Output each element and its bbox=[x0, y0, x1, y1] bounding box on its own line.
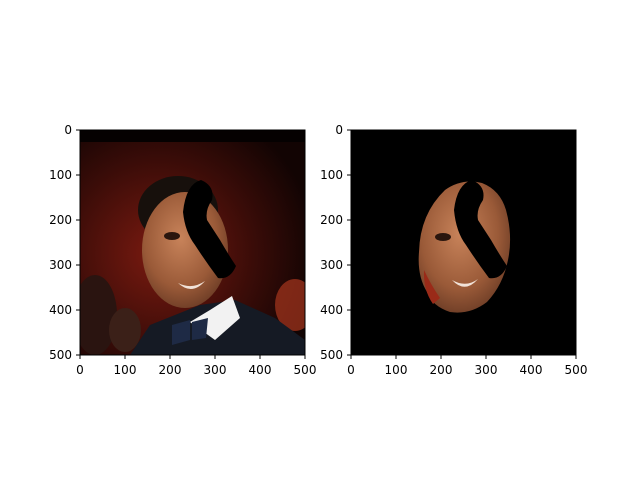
y-tick-label: 400 bbox=[320, 303, 343, 317]
x-tick-label: 500 bbox=[294, 363, 317, 377]
axes-frame bbox=[79, 129, 306, 356]
masked-face-panel: 0 100 200 300 400 500 0 100 200 300 400 500 bbox=[320, 123, 587, 377]
y-tick-label: 300 bbox=[320, 258, 343, 272]
y-tick-label: 300 bbox=[49, 258, 72, 272]
y-tick-label: 200 bbox=[49, 213, 72, 227]
axes-frame bbox=[350, 129, 577, 356]
x-tick-label: 100 bbox=[385, 363, 408, 377]
masked-image bbox=[351, 130, 576, 355]
x-tick-label: 100 bbox=[114, 363, 137, 377]
y-axis: 0 100 200 300 400 500 bbox=[320, 123, 351, 362]
x-tick-label: 200 bbox=[159, 363, 182, 377]
x-tick-label: 300 bbox=[204, 363, 227, 377]
y-axis: 0 100 200 300 400 500 bbox=[49, 123, 80, 362]
y-tick-label: 200 bbox=[320, 213, 343, 227]
x-tick-label: 400 bbox=[249, 363, 272, 377]
x-tick-label: 0 bbox=[76, 363, 84, 377]
x-tick-label: 300 bbox=[475, 363, 498, 377]
y-tick-label: 100 bbox=[320, 168, 343, 182]
original-image-panel: 0 100 200 300 400 500 0 100 200 300 400 500 bbox=[49, 123, 316, 377]
y-tick-label: 0 bbox=[64, 123, 72, 137]
x-tick-label: 200 bbox=[430, 363, 453, 377]
y-tick-label: 500 bbox=[49, 348, 72, 362]
x-axis: 0 100 200 300 400 500 bbox=[76, 355, 316, 377]
x-tick-label: 400 bbox=[520, 363, 543, 377]
photo-image bbox=[80, 130, 305, 355]
y-tick-label: 500 bbox=[320, 348, 343, 362]
y-tick-label: 100 bbox=[49, 168, 72, 182]
y-tick-label: 0 bbox=[335, 123, 343, 137]
x-tick-label: 0 bbox=[347, 363, 355, 377]
x-axis: 0 100 200 300 400 500 bbox=[347, 355, 587, 377]
x-tick-label: 500 bbox=[565, 363, 588, 377]
y-tick-label: 400 bbox=[49, 303, 72, 317]
